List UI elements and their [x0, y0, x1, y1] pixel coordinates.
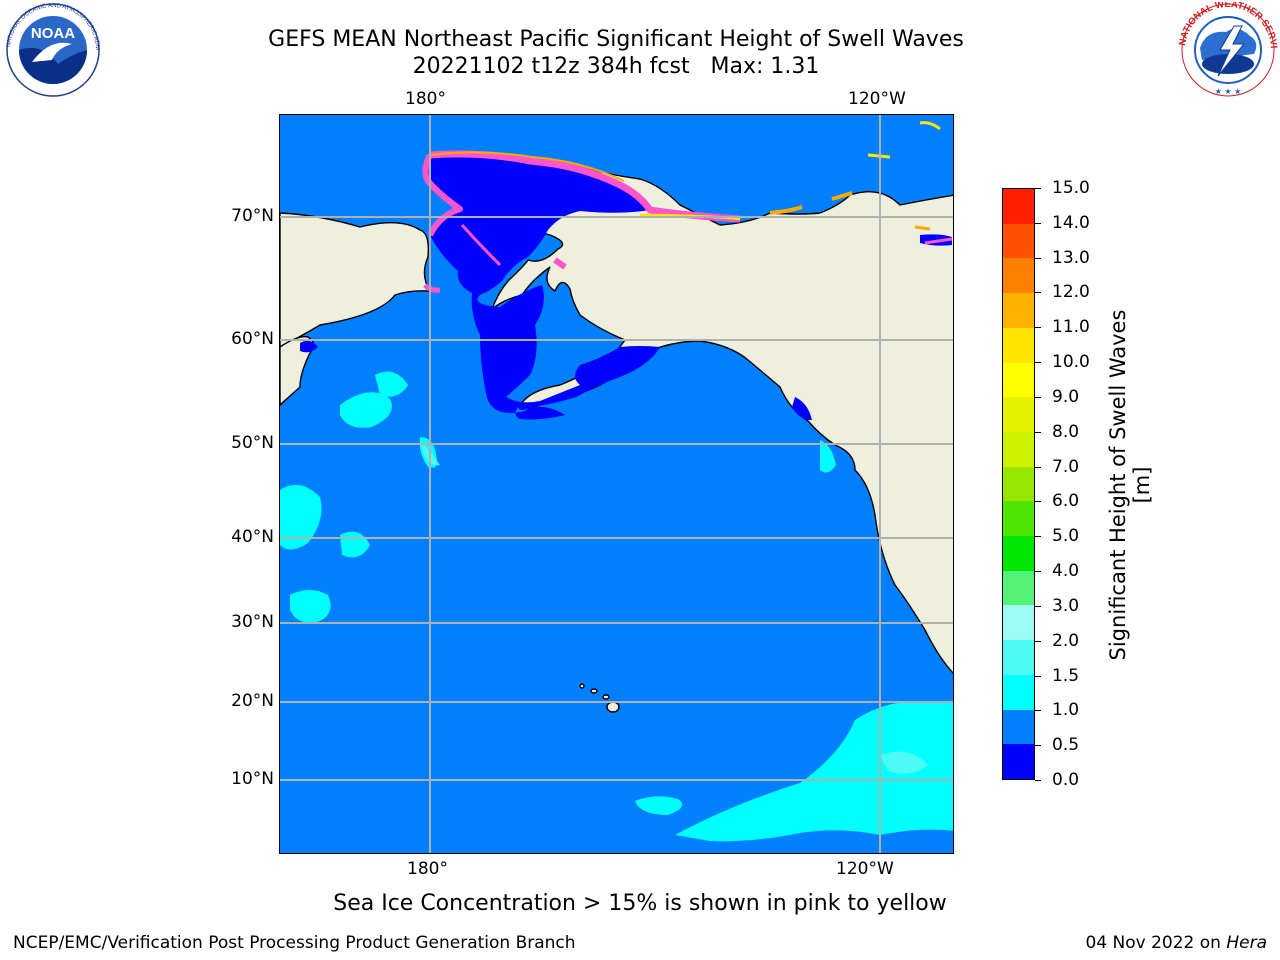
colorbar-segment [1003, 293, 1034, 328]
lat-label-70n: 70°N [231, 206, 274, 226]
graticule [280, 115, 953, 853]
colorbar-segment [1003, 362, 1034, 398]
colorbar-tick-label: 0.0 [1052, 770, 1080, 790]
colorbar-tick-mark [1035, 501, 1041, 503]
map-panel [279, 114, 954, 854]
colorbar-tick-mark [1035, 362, 1041, 364]
colorbar-tick-label: 14.0 [1052, 212, 1090, 233]
colorbar-segment [1003, 501, 1034, 537]
colorbar-tick-mark [1035, 640, 1041, 642]
colorbar-segment [1003, 466, 1034, 502]
colorbar-segment [1003, 674, 1034, 710]
colorbar-tick-mark [1035, 675, 1041, 677]
colorbar-segment [1003, 709, 1034, 745]
colorbar [1002, 188, 1035, 780]
colorbar-tick-label: 11.0 [1052, 317, 1090, 338]
colorbar-tick-label: 4.0 [1052, 561, 1080, 582]
colorbar-segment [1003, 744, 1034, 779]
national-weather-service-logo: NATIONAL WEATHER SERVICE ★ ★ ★ [1178, 2, 1278, 97]
bering-sea-low-swell [428, 153, 660, 420]
colorbar-tick-label: 3.0 [1052, 595, 1080, 616]
colorbar-segment [1003, 431, 1034, 467]
colorbar-tick-label: 8.0 [1052, 421, 1080, 442]
colorbar-segment [1003, 640, 1034, 675]
lon-label-top-180: 180° [405, 89, 446, 109]
hawaii-kauai [579, 683, 585, 689]
colorbar-segment [1003, 570, 1034, 606]
colorbar-segment [1003, 605, 1034, 641]
colorbar-tick-mark [1035, 571, 1041, 573]
colorbar-tick-mark [1035, 327, 1041, 329]
footer-machine: Hera [1226, 933, 1267, 953]
colorbar-tick-label: 12.0 [1052, 282, 1090, 303]
colorbar-tick-mark [1035, 710, 1041, 712]
north-america-land [490, 159, 953, 674]
colorbar-tick-mark [1035, 745, 1041, 747]
colorbar-tick-label: 7.0 [1052, 456, 1080, 477]
colorbar-tick-mark [1035, 396, 1041, 398]
colorbar-tick-mark [1035, 780, 1041, 781]
colorbar-tick-label: 1.5 [1052, 665, 1080, 686]
colorbar-tick-mark [1035, 257, 1041, 259]
colorbar-tick-mark [1035, 188, 1041, 189]
siberia-land [280, 212, 432, 348]
lon-label-bottom-180: 180° [407, 859, 448, 879]
lat-label-10n: 10°N [231, 769, 274, 789]
lon-label-top-120w: 120°W [848, 89, 906, 109]
footer-date-text: 04 Nov 2022 on [1085, 933, 1227, 953]
colorbar-segment [1003, 397, 1034, 432]
colorbar-tick-mark [1035, 222, 1041, 224]
colorbar-tick-label: 13.0 [1052, 247, 1090, 268]
footer-producer: NCEP/EMC/Verification Post Processing Pr… [13, 933, 576, 953]
colorbar-tick-label: 6.0 [1052, 491, 1080, 512]
svg-text:★ ★ ★: ★ ★ ★ [1215, 87, 1242, 96]
chart-subtitle: 20221102 t12z 384h fcst Max: 1.31 [412, 54, 820, 79]
chart-title: GEFS MEAN Northeast Pacific Significant … [268, 27, 964, 52]
colorbar-tick-mark [1035, 605, 1041, 607]
colorbar-segment [1003, 189, 1034, 224]
colorbar-segment [1003, 258, 1034, 294]
land-areas [280, 159, 953, 713]
lat-label-40n: 40°N [231, 527, 274, 547]
colorbar-tick-label: 1.0 [1052, 700, 1080, 721]
hawaii-maui [602, 694, 610, 700]
colorbar-segment [1003, 223, 1034, 259]
colorbar-segment [1003, 536, 1034, 571]
colorbar-tick-label: 5.0 [1052, 526, 1080, 547]
lat-label-50n: 50°N [231, 433, 274, 453]
lat-label-20n: 20°N [231, 691, 274, 711]
colorbar-segment [1003, 327, 1034, 363]
lat-label-60n: 60°N [231, 329, 274, 349]
colorbar-tick-mark [1035, 431, 1041, 433]
noaa-logo-text: NOAA [31, 25, 75, 42]
colorbar-tick-mark [1035, 292, 1041, 294]
hawaii-big-island [606, 701, 620, 713]
hawaii-oahu [590, 688, 598, 694]
colorbar-tick-label: 0.5 [1052, 735, 1080, 756]
colorbar-tick-label: 10.0 [1052, 352, 1090, 373]
map-svg [280, 115, 953, 853]
colorbar-tick-label: 2.0 [1052, 630, 1080, 651]
colorbar-tick-mark [1035, 536, 1041, 538]
lon-label-bottom-120w: 120°W [836, 859, 894, 879]
colorbar-tick-label: 15.0 [1052, 178, 1090, 198]
noaa-logo: NOAA NATIONAL OCEANIC AND ATMOSPHERIC AD… [2, 2, 100, 97]
colorbar-label: Significant Height of Swell Waves [m] [1106, 309, 1154, 661]
sea-ice-caption: Sea Ice Concentration > 15% is shown in … [333, 891, 947, 916]
colorbar-tick-mark [1035, 466, 1041, 468]
footer-date: 04 Nov 2022 on Hera [1085, 933, 1267, 953]
colorbar-tick-label: 9.0 [1052, 386, 1080, 407]
lat-label-30n: 30°N [231, 612, 274, 632]
